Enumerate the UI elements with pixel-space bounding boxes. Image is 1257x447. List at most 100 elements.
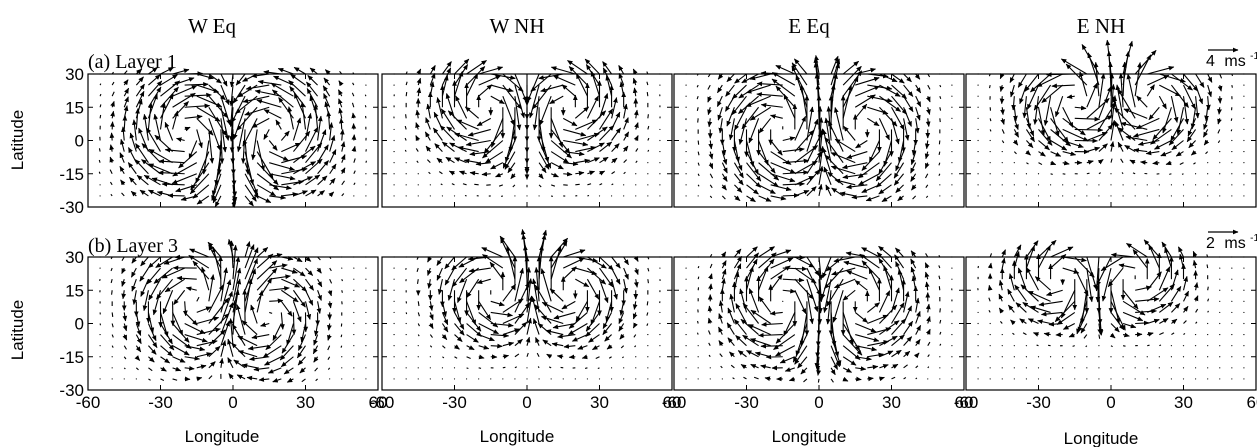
reference-unit: ms bbox=[1224, 235, 1245, 252]
wind-vector bbox=[794, 290, 807, 315]
wind-vector bbox=[647, 256, 650, 260]
vector-dot bbox=[1049, 378, 1052, 380]
wind-vector bbox=[827, 171, 844, 186]
wind-vector bbox=[172, 356, 186, 363]
wind-vector bbox=[245, 84, 270, 91]
vector-dot bbox=[659, 267, 661, 269]
wind-vector bbox=[233, 107, 246, 140]
wind-vector bbox=[1098, 73, 1106, 108]
wind-vector bbox=[799, 312, 808, 347]
wind-vector bbox=[429, 345, 433, 348]
wind-vector bbox=[563, 249, 586, 258]
wind-vector bbox=[1125, 135, 1148, 142]
vector-dot bbox=[1219, 195, 1221, 197]
wind-vector bbox=[148, 367, 153, 372]
vector-dot bbox=[1194, 184, 1197, 186]
wind-vector bbox=[743, 376, 747, 380]
wind-vector bbox=[329, 149, 337, 163]
wind-vector bbox=[745, 95, 771, 108]
vector-dot bbox=[514, 195, 516, 197]
wind-vector bbox=[1043, 96, 1052, 126]
wind-vector bbox=[732, 84, 747, 100]
wind-vector bbox=[824, 154, 844, 175]
wind-vector bbox=[1062, 139, 1084, 148]
wind-vector bbox=[867, 84, 893, 91]
wind-vector bbox=[184, 114, 203, 120]
wind-vector bbox=[263, 69, 282, 75]
wind-vector bbox=[304, 112, 313, 141]
wind-vector bbox=[111, 345, 114, 348]
wind-vector bbox=[1026, 84, 1039, 110]
vector-dot bbox=[365, 256, 367, 258]
wind-vector bbox=[879, 320, 900, 336]
wind-vector bbox=[296, 345, 306, 359]
wind-vector bbox=[1117, 88, 1136, 119]
wind-vector bbox=[845, 251, 868, 258]
wind-vector bbox=[830, 62, 841, 97]
vector-dot bbox=[1243, 378, 1245, 380]
wind-vector bbox=[184, 126, 191, 132]
wind-vector bbox=[758, 265, 769, 291]
wind-vector bbox=[623, 117, 629, 130]
wind-vector bbox=[136, 174, 149, 186]
wind-vector bbox=[329, 177, 336, 186]
wind-vector bbox=[782, 255, 806, 260]
wind-vector bbox=[1013, 151, 1017, 155]
vector-dot bbox=[647, 367, 649, 369]
wind-vector bbox=[646, 323, 649, 326]
wind-vector bbox=[352, 72, 355, 75]
wind-vector bbox=[454, 356, 458, 359]
wind-vector bbox=[132, 290, 138, 305]
wind-vector bbox=[633, 279, 639, 288]
column-title-e-nh: E NH bbox=[1077, 14, 1125, 38]
wind-vector bbox=[733, 248, 742, 258]
wind-vector bbox=[1169, 173, 1172, 175]
wind-vector bbox=[281, 142, 301, 153]
wind-vector bbox=[550, 237, 569, 258]
wind-vector bbox=[771, 72, 796, 86]
wind-vector bbox=[824, 267, 844, 289]
wind-vector bbox=[122, 334, 128, 341]
wind-vector bbox=[111, 290, 113, 295]
wind-vector bbox=[891, 349, 902, 358]
wind-vector bbox=[432, 127, 443, 141]
wind-vector bbox=[1158, 95, 1167, 110]
wind-vector bbox=[338, 80, 344, 87]
vector-dot bbox=[1146, 367, 1148, 369]
wind-vector bbox=[1086, 256, 1098, 291]
vector-dot bbox=[1013, 367, 1015, 369]
vector-dot bbox=[659, 311, 661, 314]
wind-vector bbox=[598, 278, 609, 304]
vector-dot bbox=[1231, 345, 1233, 347]
x-tick-label: -60 bbox=[662, 393, 687, 412]
vector-dot bbox=[1243, 345, 1245, 347]
vector-dot bbox=[1243, 128, 1245, 131]
wind-vector bbox=[818, 165, 824, 185]
wind-vector bbox=[927, 84, 931, 90]
wind-vector bbox=[454, 64, 469, 86]
wind-vector bbox=[797, 356, 808, 369]
wind-vector bbox=[575, 183, 580, 186]
wind-vector bbox=[1062, 160, 1070, 166]
wind-vector bbox=[451, 183, 455, 186]
wind-vector bbox=[501, 195, 504, 197]
wind-vector bbox=[499, 235, 516, 258]
wind-vector bbox=[895, 184, 904, 193]
vector-dot bbox=[353, 256, 355, 258]
wind-vector bbox=[232, 278, 242, 313]
wind-vector bbox=[697, 173, 700, 177]
wind-vector bbox=[317, 144, 329, 163]
wind-vector bbox=[1105, 39, 1112, 75]
vector-dot bbox=[1194, 173, 1197, 175]
wind-vector bbox=[427, 279, 432, 289]
vector-dot bbox=[1122, 356, 1124, 358]
wind-vector bbox=[634, 267, 639, 276]
wind-vector bbox=[770, 249, 792, 258]
wind-vector bbox=[550, 172, 559, 178]
wind-vector bbox=[709, 184, 713, 189]
vector-dot bbox=[1231, 195, 1233, 197]
wind-vector bbox=[903, 107, 912, 127]
wind-vector bbox=[306, 81, 319, 97]
wind-vector bbox=[317, 115, 323, 141]
wind-vector bbox=[726, 73, 735, 82]
